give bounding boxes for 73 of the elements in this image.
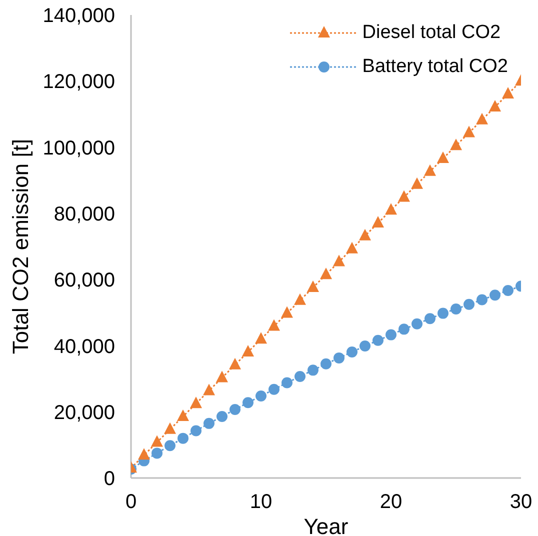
point	[138, 448, 150, 460]
point	[320, 268, 332, 280]
x-tick-label: 0	[125, 491, 137, 514]
point	[385, 203, 397, 215]
point	[268, 384, 280, 395]
point	[502, 284, 514, 296]
x-axis-title: Year	[304, 514, 348, 536]
point	[450, 304, 462, 315]
point	[438, 308, 448, 319]
point	[398, 324, 410, 335]
point	[476, 112, 488, 124]
point	[464, 298, 474, 310]
point	[450, 138, 462, 150]
point	[203, 384, 215, 396]
point	[294, 293, 306, 305]
y-tick-label: 40,000	[54, 336, 115, 358]
point	[490, 290, 500, 301]
point	[360, 340, 370, 352]
y-tick-label: 20,000	[54, 402, 115, 424]
point	[307, 280, 319, 292]
legend-label: Battery total CO2	[362, 55, 508, 79]
point	[229, 358, 241, 370]
point	[204, 418, 214, 429]
point	[359, 228, 371, 240]
point	[255, 332, 267, 344]
point	[178, 432, 188, 444]
y-tick-label: 120,000	[42, 71, 115, 94]
y-tick-label: 100,000	[42, 137, 115, 160]
point	[334, 352, 344, 364]
point	[164, 440, 176, 452]
point	[216, 370, 228, 382]
point	[476, 294, 488, 306]
point	[190, 425, 202, 436]
y-tick-label: 0	[104, 468, 115, 490]
point	[502, 87, 514, 99]
point	[308, 364, 318, 376]
point	[333, 254, 345, 266]
point	[268, 319, 280, 331]
point	[346, 242, 358, 254]
point	[190, 396, 202, 408]
y-tick-label: 140,000	[42, 5, 115, 28]
point	[242, 397, 254, 408]
point	[294, 370, 306, 382]
point	[412, 318, 422, 330]
point	[463, 126, 475, 138]
point	[346, 346, 358, 358]
point	[320, 358, 332, 370]
point	[372, 216, 384, 228]
y-axis-title: Total CO2 emission [t]	[8, 138, 33, 354]
point	[372, 334, 384, 346]
point	[230, 404, 240, 416]
point	[424, 164, 436, 176]
point	[242, 345, 254, 356]
point	[216, 410, 228, 422]
point	[152, 448, 162, 459]
y-tick-label: 60,000	[54, 270, 115, 292]
x-tick-label: 20	[380, 491, 402, 514]
legend-label: Diesel total CO2	[362, 21, 501, 45]
point	[282, 377, 292, 388]
point	[424, 313, 436, 324]
point	[177, 409, 189, 421]
x-tick-label: 30	[510, 491, 532, 514]
point	[281, 306, 293, 318]
point	[386, 329, 396, 340]
x-tick-label: 10	[250, 491, 272, 514]
point	[411, 177, 423, 189]
point	[151, 435, 163, 447]
point	[256, 390, 266, 402]
point	[398, 190, 410, 202]
point	[164, 422, 176, 434]
y-tick-label: 80,000	[54, 204, 115, 226]
point	[489, 100, 501, 112]
point	[437, 152, 449, 164]
